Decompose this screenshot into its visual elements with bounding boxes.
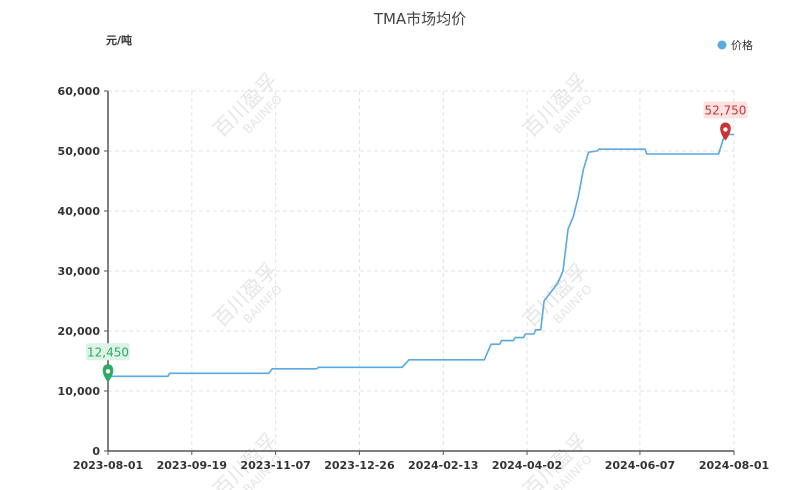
grid bbox=[108, 90, 735, 451]
y-tick-label: 0 bbox=[92, 445, 100, 458]
y-tick-label: 40,000 bbox=[58, 205, 101, 218]
y-axis-ticks: 0 10,000 20,000 30,000 40,000 50,000 60,000 bbox=[58, 85, 108, 458]
max-label-box bbox=[703, 101, 748, 119]
x-tick-label: 2024-02-13 bbox=[408, 459, 478, 472]
x-tick-label: 2024-06-07 bbox=[605, 459, 675, 472]
x-tick-label: 2024-08-01 bbox=[699, 459, 769, 472]
min-pin-dot bbox=[105, 369, 111, 374]
max-value-marker: 52,750 bbox=[703, 101, 748, 141]
x-tick-label: 2024-04-02 bbox=[492, 459, 562, 472]
x-axis-ticks: 2023-08-01 2023-09-19 2023-11-07 2023-12-26… bbox=[73, 451, 769, 472]
x-tick-label: 2023-09-19 bbox=[157, 459, 227, 472]
x-tick-label: 2023-11-07 bbox=[240, 459, 310, 472]
legend-marker bbox=[717, 40, 727, 50]
y-tick-label: 50,000 bbox=[58, 145, 101, 158]
min-value-marker: 12,450 bbox=[86, 343, 130, 383]
y-axis-unit-label: 元/吨 bbox=[106, 33, 132, 47]
min-label-box bbox=[86, 343, 130, 361]
y-tick-label: 60,000 bbox=[58, 85, 101, 98]
max-pin-dot bbox=[723, 127, 728, 132]
y-tick-label: 10,000 bbox=[58, 385, 101, 398]
x-tick-label: 2023-12-26 bbox=[324, 459, 395, 472]
y-tick-label: 20,000 bbox=[58, 325, 101, 338]
extreme-markers: 12,450 52,750 bbox=[86, 101, 748, 383]
legend-item-price: 价格 bbox=[731, 38, 753, 52]
series-line-price[interactable] bbox=[108, 133, 734, 378]
chart-title: TMA市场均价 bbox=[373, 10, 466, 28]
y-tick-label: 30,000 bbox=[58, 265, 101, 278]
min-value-label: 12,450 bbox=[87, 345, 129, 359]
max-value-label: 52,750 bbox=[704, 104, 746, 118]
x-tick-label: 2023-08-01 bbox=[73, 459, 143, 472]
legend[interactable]: 价格 bbox=[717, 38, 754, 52]
